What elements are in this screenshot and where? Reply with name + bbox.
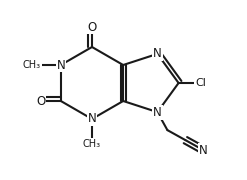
Text: N: N (88, 112, 96, 125)
Text: CH₃: CH₃ (23, 60, 41, 70)
Text: CH₃: CH₃ (83, 139, 101, 149)
Text: N: N (153, 47, 162, 60)
Text: O: O (36, 94, 45, 107)
Text: N: N (199, 144, 208, 157)
Text: N: N (153, 106, 162, 119)
Text: Cl: Cl (195, 78, 206, 88)
Text: O: O (87, 21, 97, 33)
Text: N: N (57, 58, 65, 71)
